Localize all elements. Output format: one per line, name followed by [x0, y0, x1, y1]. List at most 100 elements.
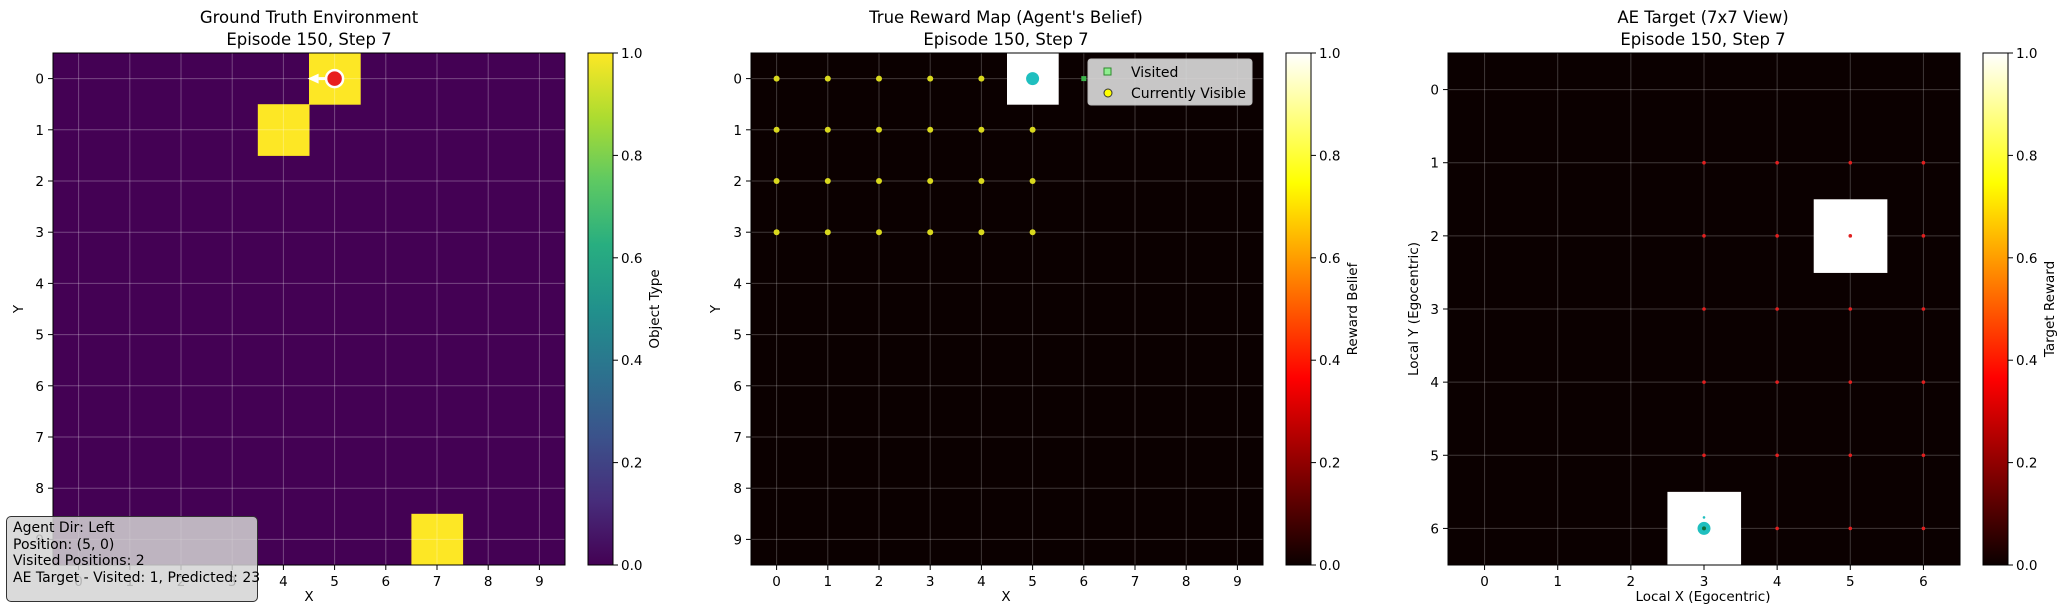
x-tick-label-6: 6: [382, 574, 391, 590]
panel1-colorbar: 0.0 0.2 0.4 0.6 0.8 1.0: [587, 46, 642, 574]
visible-point-3-0: [927, 75, 934, 82]
panel1-ylabel: Y: [11, 304, 27, 314]
predicted-point-5-1: [1848, 160, 1853, 165]
agent-marker: [1026, 72, 1040, 86]
predicted-point-3-4: [1702, 380, 1706, 384]
y-tick-label-3: 3: [733, 225, 742, 241]
panel3-colorbar-label: Target Reward: [2042, 261, 2058, 358]
predicted-point-5-6: [1848, 526, 1853, 531]
panel3-ylabel: Local Y (Egocentric): [1406, 242, 1422, 376]
panel2-ylabel: Y: [708, 304, 724, 314]
predicted-point-4-4: [1775, 380, 1779, 384]
predicted-point-3-5: [1702, 453, 1706, 458]
y-tick-label-2: 2: [1430, 229, 1439, 245]
predicted-point-4-1: [1775, 160, 1779, 165]
predicted-point-6-4: [1921, 380, 1926, 384]
colorbar-gradient: [1982, 52, 2009, 566]
agent-visited-marker: [1702, 526, 1706, 531]
y-tick-label-8: 8: [733, 481, 742, 497]
panel1-colorbar-label: Object Type: [647, 269, 663, 348]
panel3-xlabel: Local X (Egocentric): [1635, 589, 1770, 605]
colorbar-tick-label-0: 0.0: [1319, 558, 1340, 574]
x-tick-label-3: 3: [1700, 574, 1709, 590]
predicted-point-5-2: [1848, 234, 1853, 238]
visible-point-1-0: [824, 75, 831, 82]
colorbar-tick-label-0: 0.0: [621, 558, 642, 574]
heatmap-cell-4-1: [257, 104, 310, 156]
predicted-point-4-6: [1775, 526, 1779, 531]
colorbar-tick-label-1: 0.2: [621, 456, 642, 472]
y-tick-label-9: 9: [733, 532, 742, 548]
x-tick-label-2: 2: [875, 574, 884, 590]
y-tick-label-7: 7: [35, 430, 44, 446]
y-tick-label-2: 2: [733, 174, 742, 190]
colorbar-tick-label-4: 0.8: [1319, 148, 1340, 164]
colorbar-tick-label-1: 0.2: [1319, 456, 1340, 472]
colorbar-tick-label-4: 0.8: [621, 148, 642, 164]
visible-point-5-1: [1029, 126, 1036, 133]
visible-point-1-2: [824, 178, 831, 184]
y-tick-label-1: 1: [733, 123, 742, 139]
x-tick-label-4: 4: [977, 574, 986, 590]
predicted-point-6-2: [1921, 234, 1926, 238]
x-tick-label-5: 5: [1846, 574, 1855, 590]
y-tick-label-5: 5: [733, 328, 742, 344]
predicted-point-6-1: [1921, 160, 1926, 165]
predicted-point-5-4: [1848, 380, 1853, 384]
panel2-title-line2: Episode 150, Step 7: [923, 30, 1088, 49]
panel-reward-map: True Reward Map (Agent's Belief) Episode…: [708, 8, 1361, 605]
panel2-xlabel: X: [1001, 589, 1010, 605]
visible-point-1-3: [824, 229, 831, 236]
panel2-colorbar: 0.0 0.2 0.4 0.6 0.8 1.0: [1285, 46, 1340, 574]
panel2-plot-area: 0 1 2 3 4 5 6 7 8 9 0 1 2 3 4 5 6 7 8 9: [733, 52, 1264, 590]
x-tick-label-5: 5: [1028, 574, 1037, 590]
panel1-title-line1: Ground Truth Environment: [200, 8, 419, 27]
visible-point-0-3: [773, 229, 780, 236]
panel-ground-truth: Ground Truth Environment Episode 150, St…: [11, 8, 663, 605]
colorbar-tick-label-0: 0.0: [2016, 558, 2037, 574]
colorbar-tick-label-3: 0.6: [1319, 251, 1340, 267]
colorbar-tick-label-2: 0.4: [621, 353, 642, 369]
predicted-point-4-3: [1775, 307, 1779, 311]
visible-point-2-1: [876, 126, 882, 133]
visible-point-4-2: [978, 178, 985, 184]
predicted-point-5-3: [1848, 307, 1853, 311]
panel1-xlabel: X: [304, 589, 313, 605]
x-tick-label-1: 1: [824, 574, 833, 590]
y-tick-label-6: 6: [35, 379, 44, 395]
y-tick-label-6: 6: [733, 379, 742, 395]
visited-point-6-0: [1081, 76, 1087, 82]
agent-marker: [324, 68, 345, 89]
panel2-colorbar-label: Reward Belief: [1345, 261, 1361, 355]
y-tick-label-5: 5: [1430, 448, 1439, 464]
x-tick-label-5: 5: [330, 574, 339, 590]
visible-point-2-2: [876, 178, 882, 184]
predicted-point-3-2: [1702, 234, 1706, 238]
y-tick-label-3: 3: [35, 225, 44, 241]
predicted-point-3-1: [1702, 160, 1706, 165]
x-tick-label-6: 6: [1080, 574, 1089, 590]
x-tick-label-2: 2: [1627, 574, 1636, 590]
y-tick-label-0: 0: [733, 72, 742, 88]
y-tick-label-6: 6: [1430, 521, 1439, 537]
x-tick-label-9: 9: [1233, 574, 1242, 590]
colorbar-gradient: [587, 52, 614, 566]
agent-direction-dot: [1702, 516, 1706, 519]
info-ae-target-counts: AE Target - Visited: 1, Predicted: 23: [13, 569, 261, 586]
visible-point-2-0: [876, 75, 882, 82]
predicted-point-4-5: [1775, 453, 1779, 458]
legend-visible-marker: [1103, 88, 1113, 98]
y-tick-label-7: 7: [733, 430, 742, 446]
predicted-point-6-5: [1921, 453, 1926, 458]
legend-visited-marker: [1103, 67, 1112, 76]
x-tick-label-3: 3: [926, 574, 935, 590]
predicted-point-4-2: [1775, 234, 1779, 238]
visible-point-3-2: [927, 178, 934, 184]
colorbar-tick-label-1: 0.2: [2016, 456, 2037, 472]
x-tick-label-6: 6: [1919, 574, 1928, 590]
x-tick-label-0: 0: [772, 574, 781, 590]
predicted-point-6-3: [1921, 307, 1926, 311]
y-tick-label-2: 2: [35, 174, 44, 190]
